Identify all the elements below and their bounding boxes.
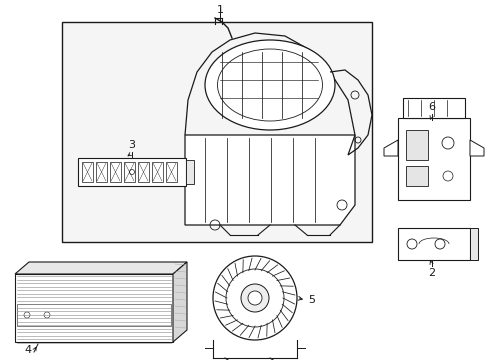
Circle shape [247, 291, 262, 305]
Bar [110, 162, 121, 182]
Bar [397, 118, 469, 200]
Bar [405, 130, 427, 160]
Bar [17, 304, 171, 326]
Bar [469, 228, 477, 260]
Polygon shape [402, 98, 464, 118]
Bar [124, 162, 135, 182]
Bar [397, 228, 469, 260]
Text: 5: 5 [307, 295, 314, 305]
Text: 3: 3 [128, 140, 135, 150]
Polygon shape [15, 262, 186, 274]
Bar [78, 158, 185, 186]
Polygon shape [469, 140, 483, 156]
Text: 1: 1 [216, 5, 223, 15]
Circle shape [241, 284, 268, 312]
Bar [62, 22, 371, 242]
Bar [96, 162, 107, 182]
Ellipse shape [204, 40, 334, 130]
Bar [152, 162, 163, 182]
Bar [185, 160, 194, 184]
Circle shape [213, 256, 296, 340]
Text: 4: 4 [24, 345, 32, 355]
Polygon shape [383, 140, 397, 156]
Bar [405, 166, 427, 186]
Text: 2: 2 [427, 268, 435, 278]
Bar [15, 274, 173, 342]
Bar [165, 162, 177, 182]
Bar [82, 162, 93, 182]
Polygon shape [184, 135, 354, 225]
Polygon shape [173, 262, 186, 342]
Bar [138, 162, 149, 182]
Text: 6: 6 [427, 102, 435, 112]
